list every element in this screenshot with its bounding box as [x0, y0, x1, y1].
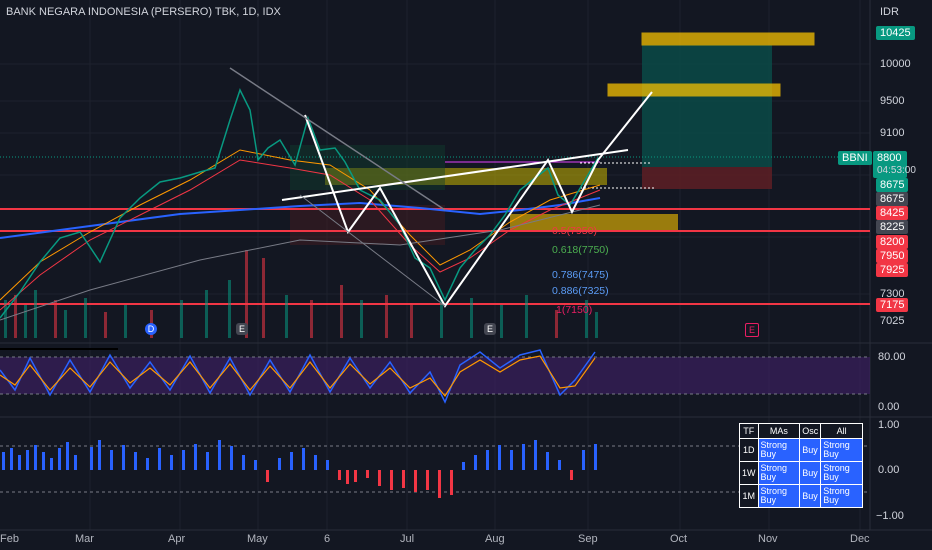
- green-box[interactable]: [290, 145, 445, 190]
- tf-cell: 1W: [739, 461, 759, 485]
- all-cell: Strong Buy: [820, 438, 863, 462]
- macd-tick: 0.00: [878, 464, 900, 476]
- countdown: 04:53:00: [877, 165, 916, 176]
- fib-label: 1(7150): [556, 304, 593, 316]
- macd-tick: −1.00: [876, 510, 904, 522]
- ma-red: [0, 159, 601, 311]
- fib-label: 0.5(7950): [552, 225, 597, 237]
- time-label: Jul: [400, 533, 415, 545]
- price-tag: 7175: [876, 298, 909, 312]
- tf-cell: 1M: [739, 484, 759, 508]
- osc-cell: Buy: [799, 484, 822, 508]
- dividend-marker[interactable]: D: [145, 323, 157, 335]
- time-label: Apr: [168, 533, 186, 545]
- pattern-zigzag: [304, 91, 653, 308]
- time-label: Feb: [0, 533, 19, 545]
- target-zone[interactable]: [642, 45, 772, 167]
- price-tag: 8200: [876, 235, 909, 249]
- table-header: All: [820, 423, 863, 439]
- all-cell: Strong Buy: [820, 461, 863, 485]
- tf-cell: 1D: [739, 438, 759, 462]
- time-label: Nov: [758, 533, 778, 545]
- volume-bars: [4, 250, 598, 338]
- price-tag: 10425: [876, 26, 915, 40]
- price-line: [0, 88, 599, 319]
- mas-cell: Strong Buy: [757, 438, 801, 462]
- table-header: MAs: [757, 423, 801, 439]
- time-label: Aug: [485, 533, 505, 545]
- earnings-marker[interactable]: E: [484, 323, 496, 335]
- mas-cell: Strong Buy: [757, 484, 801, 508]
- ma-blue: [0, 197, 601, 239]
- stop-zone[interactable]: [642, 167, 772, 189]
- price-tag: 8675: [876, 178, 909, 192]
- currency-label: IDR: [880, 6, 899, 18]
- price-tick: 9500: [880, 95, 905, 107]
- last-price-tag: 8800: [873, 151, 908, 178]
- stoch-tick: 0.00: [878, 401, 900, 413]
- table-row: 1M Strong Buy Buy Strong Buy: [739, 484, 863, 508]
- price-tag: 8675: [876, 192, 909, 206]
- fib-label: 0.786(7475): [552, 269, 609, 281]
- ma-grey: [0, 204, 601, 321]
- stoch-d: [0, 355, 596, 398]
- macd-tick: 1.00: [878, 419, 900, 431]
- price-tick: 7300: [880, 288, 905, 300]
- table-row: 1W Strong Buy Buy Strong Buy: [739, 461, 863, 485]
- table-header: TF: [739, 423, 759, 439]
- earnings-marker[interactable]: E: [236, 323, 248, 335]
- stoch-tick: 80.00: [878, 351, 906, 363]
- stoch-k: [0, 349, 596, 404]
- chart-title: BANK NEGARA INDONESIA (PERSERO) TBK, 1D,…: [6, 6, 281, 18]
- timeframe-rating-table: TF MAs Osc All 1D Strong Buy Buy Strong …: [739, 423, 863, 508]
- fib-label: 0.618(7750): [552, 244, 609, 256]
- target-box-upper[interactable]: [641, 32, 815, 46]
- fib-label: 0.886(7325): [552, 285, 609, 297]
- price-tag: 8425: [876, 206, 909, 220]
- macd-histogram: [2, 440, 597, 498]
- demand-zone[interactable]: [510, 214, 678, 231]
- stoch-band: [0, 357, 870, 394]
- table-row: 1D Strong Buy Buy Strong Buy: [739, 438, 863, 462]
- price-tick: 10000: [880, 58, 911, 70]
- all-cell: Strong Buy: [820, 484, 863, 508]
- osc-cell: Buy: [799, 461, 822, 485]
- time-label: Dec: [850, 533, 870, 545]
- table-header: Osc: [799, 423, 822, 439]
- osc-cell: Buy: [799, 438, 822, 462]
- time-label: May: [247, 533, 268, 545]
- symbol-tag: BBNI: [838, 151, 872, 165]
- time-label: Oct: [670, 533, 688, 545]
- mas-cell: Strong Buy: [757, 461, 801, 485]
- price-tick: 9100: [880, 127, 905, 139]
- price-tag: 7925: [876, 263, 909, 277]
- supply-zone[interactable]: [325, 168, 607, 185]
- time-label: 6: [324, 533, 331, 545]
- price-tick: 7025: [880, 315, 905, 327]
- last-price: 8800: [877, 152, 902, 164]
- target-box-mid[interactable]: [607, 83, 781, 97]
- price-tag: 7950: [876, 249, 909, 263]
- time-label: Sep: [578, 533, 598, 545]
- time-label: Mar: [75, 533, 94, 545]
- price-tag: 8225: [876, 220, 909, 234]
- red-box[interactable]: [290, 205, 445, 245]
- earnings-upcoming-marker[interactable]: E: [745, 323, 759, 337]
